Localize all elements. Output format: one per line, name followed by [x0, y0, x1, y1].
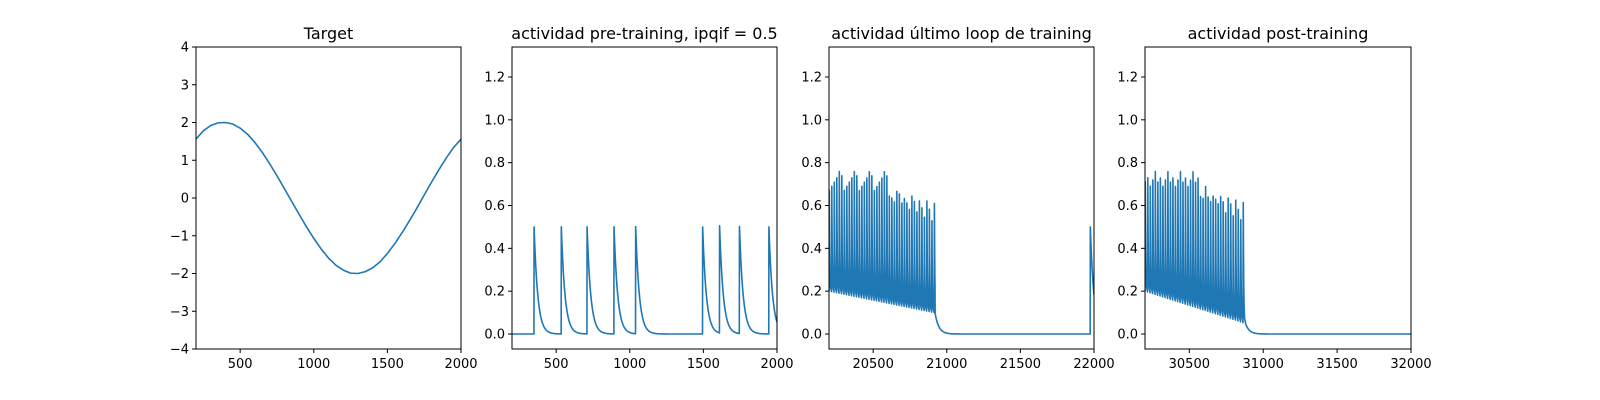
- y-tick-label: 0: [181, 192, 189, 207]
- plot-frame: [511, 46, 778, 350]
- panel-last-training-loop: actividad último loop de training 20500 2…: [801, 24, 1114, 372]
- y-tick-label: −1: [170, 229, 189, 244]
- x-tick-label: 1000: [613, 357, 646, 372]
- plot-frame: [828, 46, 1095, 350]
- y-tick-label: 0.6: [484, 199, 505, 214]
- x-tick-label: 2000: [444, 357, 477, 372]
- y-tick-label: 4: [181, 41, 189, 56]
- panel-target: Target 500 1000 1500 2000 −4 −3 −2 −1 0 1 2 3 4: [170, 24, 478, 372]
- y-tick-label: 0.0: [484, 328, 505, 343]
- y-tick-label: 1.0: [1117, 113, 1138, 128]
- y-tick-label: 3: [181, 78, 189, 93]
- series-line: [196, 121, 461, 275]
- y-tick-label: 0.2: [484, 285, 505, 300]
- plot-frame: [1144, 46, 1412, 350]
- series-line: [512, 225, 777, 335]
- x-tick-label: 1000: [297, 357, 330, 372]
- panel-title: Target: [303, 24, 354, 43]
- y-tick-label: 0.4: [1117, 242, 1138, 257]
- panel-title: actividad post-training: [1188, 24, 1369, 43]
- x-tick-label: 20500: [852, 357, 893, 372]
- y-tick-label: 1.0: [801, 113, 822, 128]
- y-tick-label: 0.8: [801, 156, 822, 171]
- y-tick-label: 0.0: [801, 328, 822, 343]
- panel-pre-training: actividad pre-training, ipqif = 0.5 500 1…: [484, 24, 793, 372]
- y-tick-label: −3: [170, 305, 189, 320]
- x-tick-label: 2000: [760, 357, 793, 372]
- y-tick-label: 0.6: [801, 199, 822, 214]
- y-tick-label: 0.8: [1117, 156, 1138, 171]
- x-tick-label: 32000: [1390, 357, 1431, 372]
- x-tick-label: 21000: [926, 357, 967, 372]
- panel-title: actividad último loop de training: [831, 24, 1092, 43]
- series-line: [1145, 170, 1411, 335]
- y-tick-label: 1.2: [801, 70, 822, 85]
- x-tick-label: 31500: [1316, 357, 1357, 372]
- y-tick-label: 0.8: [484, 156, 505, 171]
- x-tick-label: 1500: [687, 357, 720, 372]
- y-tick-label: 0.4: [484, 242, 505, 257]
- y-tick-label: −2: [170, 267, 189, 282]
- y-tick-label: 1: [181, 154, 189, 169]
- y-tick-label: 1.2: [1117, 70, 1138, 85]
- y-tick-label: 0.4: [801, 242, 822, 257]
- y-tick-label: 2: [181, 116, 189, 131]
- x-tick-label: 500: [228, 357, 253, 372]
- x-tick-label: 22000: [1073, 357, 1114, 372]
- x-tick-label: 30500: [1169, 357, 1210, 372]
- panel-post-training: actividad post-training 30500 31000 31500 3…: [1117, 24, 1431, 372]
- x-tick-label: 21500: [1000, 357, 1041, 372]
- y-tick-label: 1.2: [484, 70, 505, 85]
- y-tick-label: 0.2: [801, 285, 822, 300]
- y-tick-label: 0.0: [1117, 328, 1138, 343]
- x-tick-label: 31000: [1243, 357, 1284, 372]
- y-tick-label: 1.0: [484, 113, 505, 128]
- x-tick-label: 1500: [371, 357, 404, 372]
- panel-title: actividad pre-training, ipqif = 0.5: [511, 24, 777, 43]
- series-line: [829, 170, 1094, 335]
- y-tick-label: 0.2: [1117, 285, 1138, 300]
- y-tick-label: −4: [170, 343, 189, 358]
- y-tick-label: 0.6: [1117, 199, 1138, 214]
- x-tick-label: 500: [544, 357, 569, 372]
